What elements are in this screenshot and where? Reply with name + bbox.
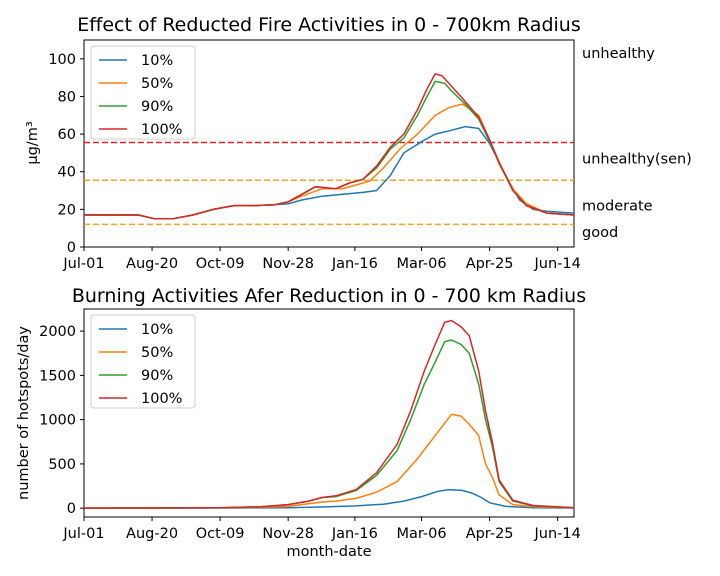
x-tick-label: Jul-01 bbox=[62, 256, 104, 272]
series-line-50pct bbox=[84, 413, 574, 509]
threshold-label: moderate bbox=[582, 199, 653, 215]
legend-label: 50% bbox=[141, 345, 173, 361]
y-axis-label: μg/m³ bbox=[25, 121, 41, 164]
y-tick-label: 1500 bbox=[39, 368, 76, 384]
threshold-label: unhealthy bbox=[582, 46, 655, 62]
legend-label: 90% bbox=[141, 99, 173, 115]
legend-box bbox=[90, 314, 196, 409]
legend-label: 50% bbox=[141, 76, 173, 92]
aqi-chart: Effect of Reducted Fire Activities in 0 … bbox=[25, 14, 692, 272]
legend: 10% 50% 90% 100% bbox=[90, 314, 196, 409]
y-tick-label: 80 bbox=[58, 89, 76, 105]
y-tick-label: 60 bbox=[58, 127, 76, 143]
series-line-100pct bbox=[84, 73, 574, 220]
x-tick-label: Apr-25 bbox=[466, 256, 514, 272]
x-tick-label: Apr-25 bbox=[466, 526, 514, 542]
y-tick-label: 0 bbox=[67, 240, 76, 256]
x-tick-label: Jul-01 bbox=[62, 526, 104, 542]
plot-frame bbox=[83, 308, 575, 518]
x-axis-label: month-date bbox=[287, 544, 372, 560]
chart-title: Burning Activities Afer Reduction in 0 -… bbox=[72, 285, 586, 307]
y-axis-label: number of hotspots/day bbox=[16, 326, 32, 500]
x-tick-label: Aug-20 bbox=[126, 256, 178, 272]
x-tick-label: Nov-28 bbox=[262, 256, 314, 272]
legend: 10% 50% 90% 100% bbox=[90, 45, 196, 140]
y-tick-label: 100 bbox=[48, 52, 76, 68]
chart-title: Effect of Reducted Fire Activities in 0 … bbox=[77, 14, 580, 36]
legend-label: 10% bbox=[141, 53, 173, 69]
series-line-10pct bbox=[84, 125, 574, 220]
x-tick-label: Mar-06 bbox=[396, 256, 446, 272]
x-tick-label: Jun-14 bbox=[533, 256, 580, 272]
legend-label: 90% bbox=[141, 368, 173, 384]
x-tick-label: Jan-16 bbox=[331, 256, 378, 272]
y-tick-label: 20 bbox=[58, 202, 76, 218]
x-tick-label: Jan-16 bbox=[331, 526, 378, 542]
legend-label: 10% bbox=[141, 322, 173, 338]
legend-box bbox=[90, 45, 196, 140]
y-tick-label: 40 bbox=[58, 165, 76, 181]
y-tick-label: 1000 bbox=[39, 413, 76, 429]
y-tick-label: 500 bbox=[48, 457, 76, 473]
plot-frame bbox=[83, 39, 575, 248]
x-tick-label: Jun-14 bbox=[533, 526, 580, 542]
hotspots-chart: Burning Activities Afer Reduction in 0 -… bbox=[16, 285, 586, 560]
x-tick-label: Aug-20 bbox=[126, 526, 178, 542]
series-line-10pct bbox=[84, 488, 574, 509]
legend-label: 100% bbox=[141, 122, 182, 138]
y-tick-label: 0 bbox=[67, 501, 76, 517]
y-tick-label: 2000 bbox=[39, 324, 76, 340]
x-tick-label: Mar-06 bbox=[396, 526, 446, 542]
x-tick-label: Nov-28 bbox=[262, 526, 314, 542]
threshold-label: good bbox=[582, 225, 618, 241]
threshold-label: unhealthy(sen) bbox=[582, 152, 692, 168]
x-tick-label: Oct-09 bbox=[196, 526, 245, 542]
series-line-100pct bbox=[84, 319, 574, 509]
x-tick-label: Oct-09 bbox=[196, 256, 245, 272]
legend-label: 100% bbox=[141, 391, 182, 407]
